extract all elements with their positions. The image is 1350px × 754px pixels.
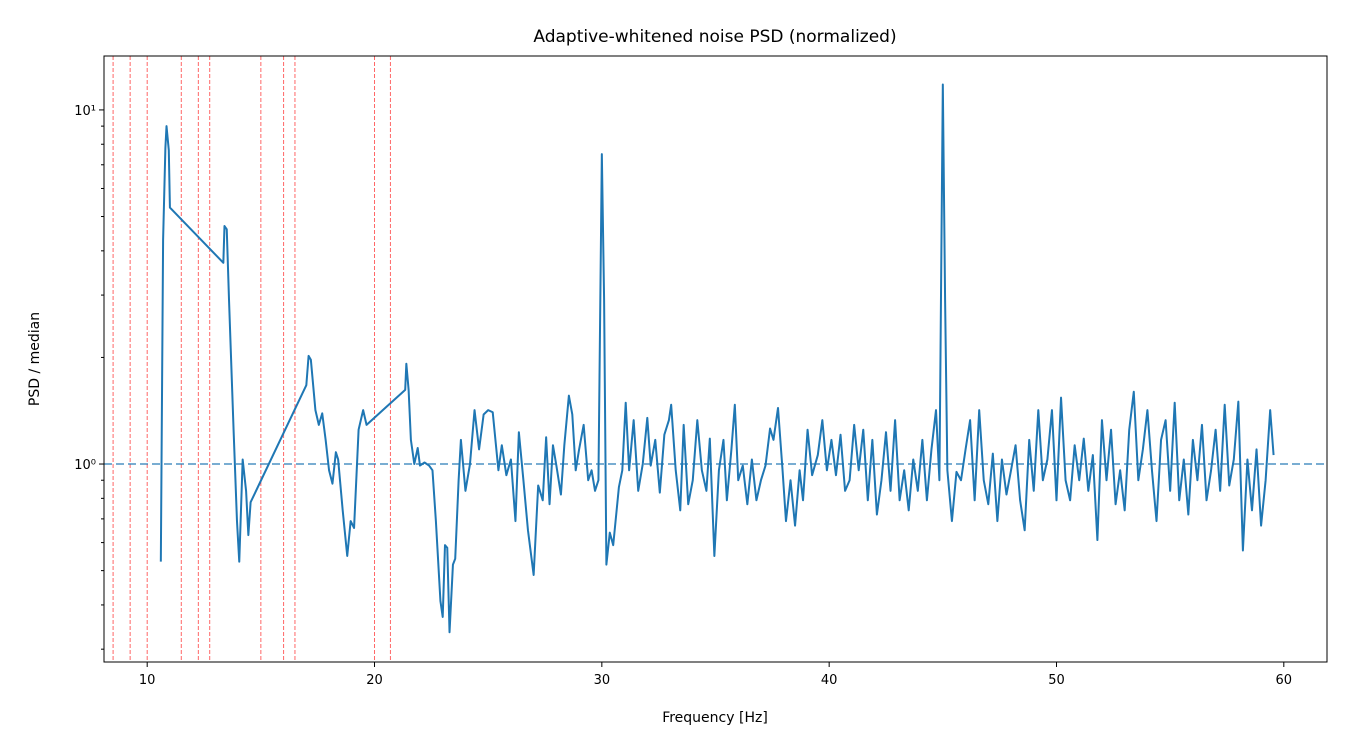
x-tick-label: 60 [1276,673,1293,688]
x-tick-label: 50 [1048,673,1065,688]
y-tick-label: 10¹ [74,104,96,119]
plot-frame [103,55,1328,663]
chart-title: Adaptive-whitened noise PSD (normalized) [533,27,896,47]
x-tick-label: 40 [821,673,838,688]
y-tick-label: 10⁰ [74,458,96,473]
x-axis-label: Frequency [Hz] [662,710,768,726]
x-tick-label: 10 [139,673,156,688]
psd-line [159,83,1275,634]
y-axis-label: PSD / median [27,312,43,406]
x-tick-label: 30 [594,673,611,688]
x-tick-label: 20 [366,673,383,688]
